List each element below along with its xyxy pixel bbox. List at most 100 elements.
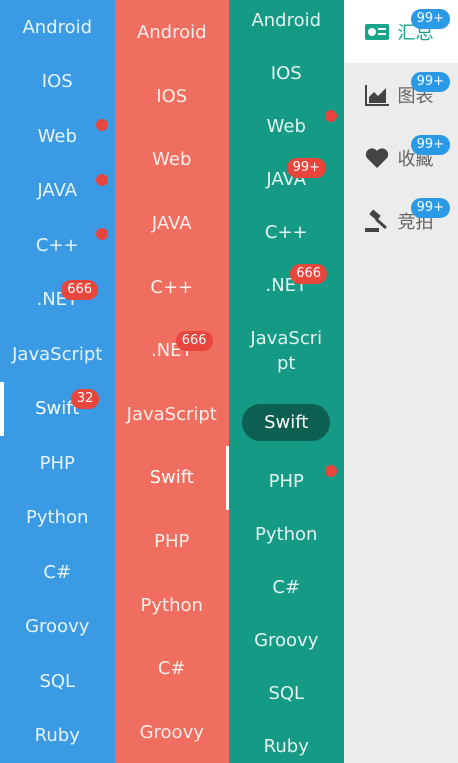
menu-item[interactable]: Python — [115, 573, 230, 637]
menu-item[interactable]: Python — [0, 491, 115, 546]
menu-label: C# — [272, 577, 301, 598]
menu-label: C++ — [264, 222, 308, 243]
menu-item[interactable]: Groovy — [229, 614, 344, 667]
menu-item[interactable]: .NET 666 — [0, 273, 115, 328]
red-dot — [324, 110, 337, 122]
menu-item[interactable]: C# — [115, 637, 230, 701]
sidebar-item[interactable]: 收藏 99+ — [344, 126, 458, 189]
menu-label: JAVA — [37, 180, 78, 202]
sidebar-item[interactable]: 汇总 99+ — [343, 0, 458, 63]
menu-item[interactable]: Groovy — [115, 701, 230, 763]
menu-item[interactable]: JavaScript — [229, 312, 344, 390]
menu-item[interactable]: JAVA — [0, 164, 115, 219]
menu-item[interactable]: JAVA — [115, 192, 230, 256]
menu-item[interactable]: PHP — [115, 510, 230, 574]
menu-item[interactable]: Ruby — [0, 709, 115, 763]
menu-item[interactable]: Web — [229, 100, 344, 153]
menu-item[interactable]: Web — [0, 109, 115, 164]
menu-label: Python — [255, 524, 318, 545]
icon — [364, 84, 389, 106]
menu-item[interactable]: Python — [229, 508, 344, 561]
menu-label: SQL — [39, 670, 76, 692]
menu-item[interactable]: Swift — [115, 446, 230, 510]
menu-label: Android — [251, 10, 322, 31]
menu-label: SQL — [268, 683, 305, 704]
menu-label: PHP — [268, 471, 304, 492]
menu-label: .NET 666 — [265, 264, 328, 298]
menu-label: Swift — [242, 404, 331, 441]
menu-label: Python — [26, 507, 89, 529]
badge: 32 — [70, 389, 100, 410]
menu-item[interactable]: Android — [115, 1, 230, 65]
red-dot — [95, 173, 108, 186]
menu-item[interactable]: .NET 666 — [115, 319, 230, 383]
menu-label: Python — [140, 594, 203, 616]
menu-label: .NET 666 — [36, 280, 99, 310]
menu-label: Ruby — [34, 725, 80, 747]
menu-item[interactable]: C++ — [115, 255, 230, 319]
menu-label: JavaScript — [250, 328, 323, 374]
badge: 99+ — [410, 72, 450, 92]
menu-label: JAVA 99+ — [266, 158, 327, 192]
menu-item[interactable]: IOS — [229, 47, 344, 100]
menu-item[interactable]: Swift — [229, 390, 344, 455]
menu-column: Android IOS Web JAVA C++ .NET 666 JavaScript Swi… — [0, 0, 115, 763]
menu-label: Groovy — [139, 721, 204, 743]
menu-item[interactable]: SQL — [229, 667, 344, 720]
menu-label: C# — [157, 658, 186, 680]
menu-label: .NET 666 — [151, 331, 213, 361]
menu-item[interactable]: IOS — [0, 55, 115, 110]
menu-item[interactable]: PHP — [229, 455, 344, 508]
red-dot — [95, 228, 108, 240]
menu-item[interactable]: Android — [0, 0, 115, 55]
menu-item[interactable]: IOS — [115, 65, 230, 129]
menu-label: PHP — [154, 531, 190, 553]
menu-label: JavaScript — [126, 403, 217, 425]
menu-label: PHP — [39, 452, 75, 474]
menu-item[interactable]: JAVA 99+ — [229, 153, 344, 206]
menu-label: IOS — [270, 63, 302, 84]
menu-item[interactable]: Android — [229, 0, 344, 47]
menu-label: C++ — [35, 234, 79, 256]
menu-label: Swift 32 — [35, 389, 100, 419]
sidebar-item[interactable]: 图表 99+ — [344, 63, 458, 126]
menu-label: Groovy — [25, 616, 90, 638]
menu-label: Web — [266, 116, 306, 137]
badge: 99+ — [410, 135, 450, 155]
menu-label: Android — [22, 16, 93, 38]
menu-column: Android IOS Web JAVA 99+ C++ .NET 666 JavaScript… — [229, 0, 344, 763]
menu-item[interactable]: C++ — [229, 206, 344, 259]
menu-item[interactable]: SQL — [0, 654, 115, 709]
menu-label: C# — [43, 561, 72, 583]
menu-item[interactable]: Groovy — [0, 600, 115, 655]
icon — [364, 208, 387, 232]
icon — [365, 147, 388, 168]
badge: 99+ — [286, 158, 327, 178]
badge: 99+ — [410, 9, 450, 29]
sidebar: 汇总 99+ 图表 99+ 收藏 99+ 竞拍 99+ — [343, 0, 458, 763]
menu-item[interactable]: Ruby — [229, 720, 344, 763]
menu-item[interactable]: JavaScript — [115, 383, 230, 447]
menu-item[interactable]: C++ — [0, 218, 115, 273]
menu-item[interactable]: Web — [115, 128, 230, 192]
red-dot — [324, 465, 337, 477]
menu-label: IOS — [156, 85, 188, 107]
menu-label: IOS — [41, 71, 73, 93]
menu-item[interactable]: C# — [0, 545, 115, 600]
menu-label: Web — [37, 125, 77, 147]
menu-item[interactable]: C# — [229, 561, 344, 614]
sidebar-item[interactable]: 竞拍 99+ — [344, 189, 458, 252]
menu-item[interactable]: Swift 32 — [0, 381, 115, 437]
menu-item[interactable]: .NET 666 — [229, 259, 344, 312]
menu-label: Swift — [149, 467, 194, 489]
badge: 666 — [175, 331, 213, 352]
menu-item[interactable]: PHP — [0, 436, 115, 491]
menu-label: JAVA — [151, 213, 192, 235]
icon — [364, 23, 389, 40]
badge: 666 — [61, 280, 99, 301]
menu-label: JavaScript — [12, 343, 103, 365]
badge: 99+ — [410, 198, 450, 218]
menu-label: Web — [152, 149, 192, 171]
menu-item[interactable]: JavaScript — [0, 327, 115, 382]
